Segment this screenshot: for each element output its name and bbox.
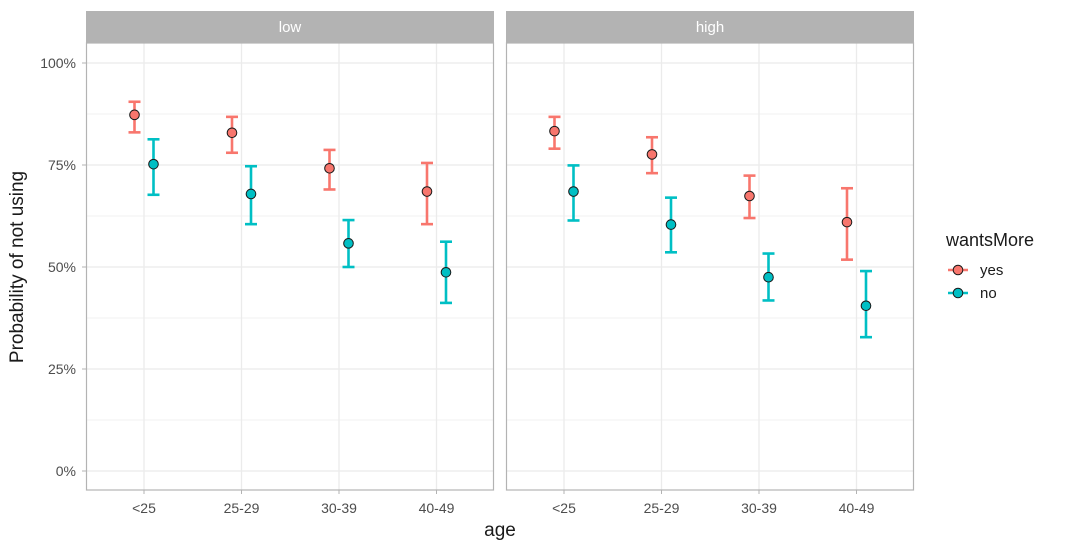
x-tick-label: 40-49	[839, 500, 875, 516]
x-axis: <25 25-29 30-39 40-49 <25 25-29 30-39 40-49	[132, 490, 875, 516]
point-no	[245, 188, 257, 200]
x-tick-label: 30-39	[321, 500, 357, 516]
strip-label-low: low	[279, 19, 302, 36]
facet-panels: low high	[85, 11, 915, 491]
panel-border	[505, 42, 915, 491]
y-tick-label: 25%	[48, 361, 76, 377]
x-tick-label: 25-29	[644, 500, 680, 516]
panel-low: low	[85, 11, 495, 491]
y-axis: 0% 25% 50% 75% 100%	[40, 55, 86, 479]
point-yes	[549, 125, 560, 137]
y-tick-label: 75%	[48, 157, 76, 173]
x-tick-label: <25	[132, 500, 156, 516]
point-yes	[841, 216, 853, 228]
point-no	[763, 271, 774, 283]
y-axis-title: Probability of not using	[7, 171, 28, 363]
point-no	[148, 158, 159, 170]
legend-key-no: no	[948, 285, 997, 302]
point-yes	[324, 162, 335, 174]
y-tick-label: 0%	[56, 463, 76, 479]
x-tick-label: 25-29	[224, 500, 260, 516]
point-yes	[421, 186, 433, 197]
panel-border	[85, 42, 495, 491]
x-tick-label: 40-49	[419, 500, 455, 516]
x-tick-label: 30-39	[741, 500, 777, 516]
x-axis-title: age	[484, 520, 516, 541]
legend: wantsMore yes no	[945, 230, 1034, 302]
y-tick-label: 50%	[48, 259, 76, 275]
point-no	[343, 238, 354, 249]
strip-high	[506, 11, 914, 43]
strip-low	[86, 11, 494, 43]
point-no	[665, 219, 677, 230]
strip-label-high: high	[696, 19, 724, 36]
legend-point-no	[952, 287, 964, 299]
panel-high: high	[505, 11, 915, 491]
legend-title: wantsMore	[945, 230, 1034, 250]
point-yes	[226, 127, 238, 139]
legend-label-yes: yes	[980, 262, 1003, 279]
legend-point-yes	[952, 264, 964, 276]
legend-key-yes: yes	[948, 262, 1003, 279]
point-yes	[646, 149, 658, 160]
point-no	[568, 186, 579, 197]
legend-label-no: no	[980, 285, 997, 302]
point-no	[860, 300, 872, 312]
point-yes	[744, 190, 755, 202]
point-yes	[129, 109, 140, 121]
point-no	[440, 267, 452, 278]
y-tick-label: 100%	[40, 55, 76, 71]
x-tick-label: <25	[552, 500, 576, 516]
